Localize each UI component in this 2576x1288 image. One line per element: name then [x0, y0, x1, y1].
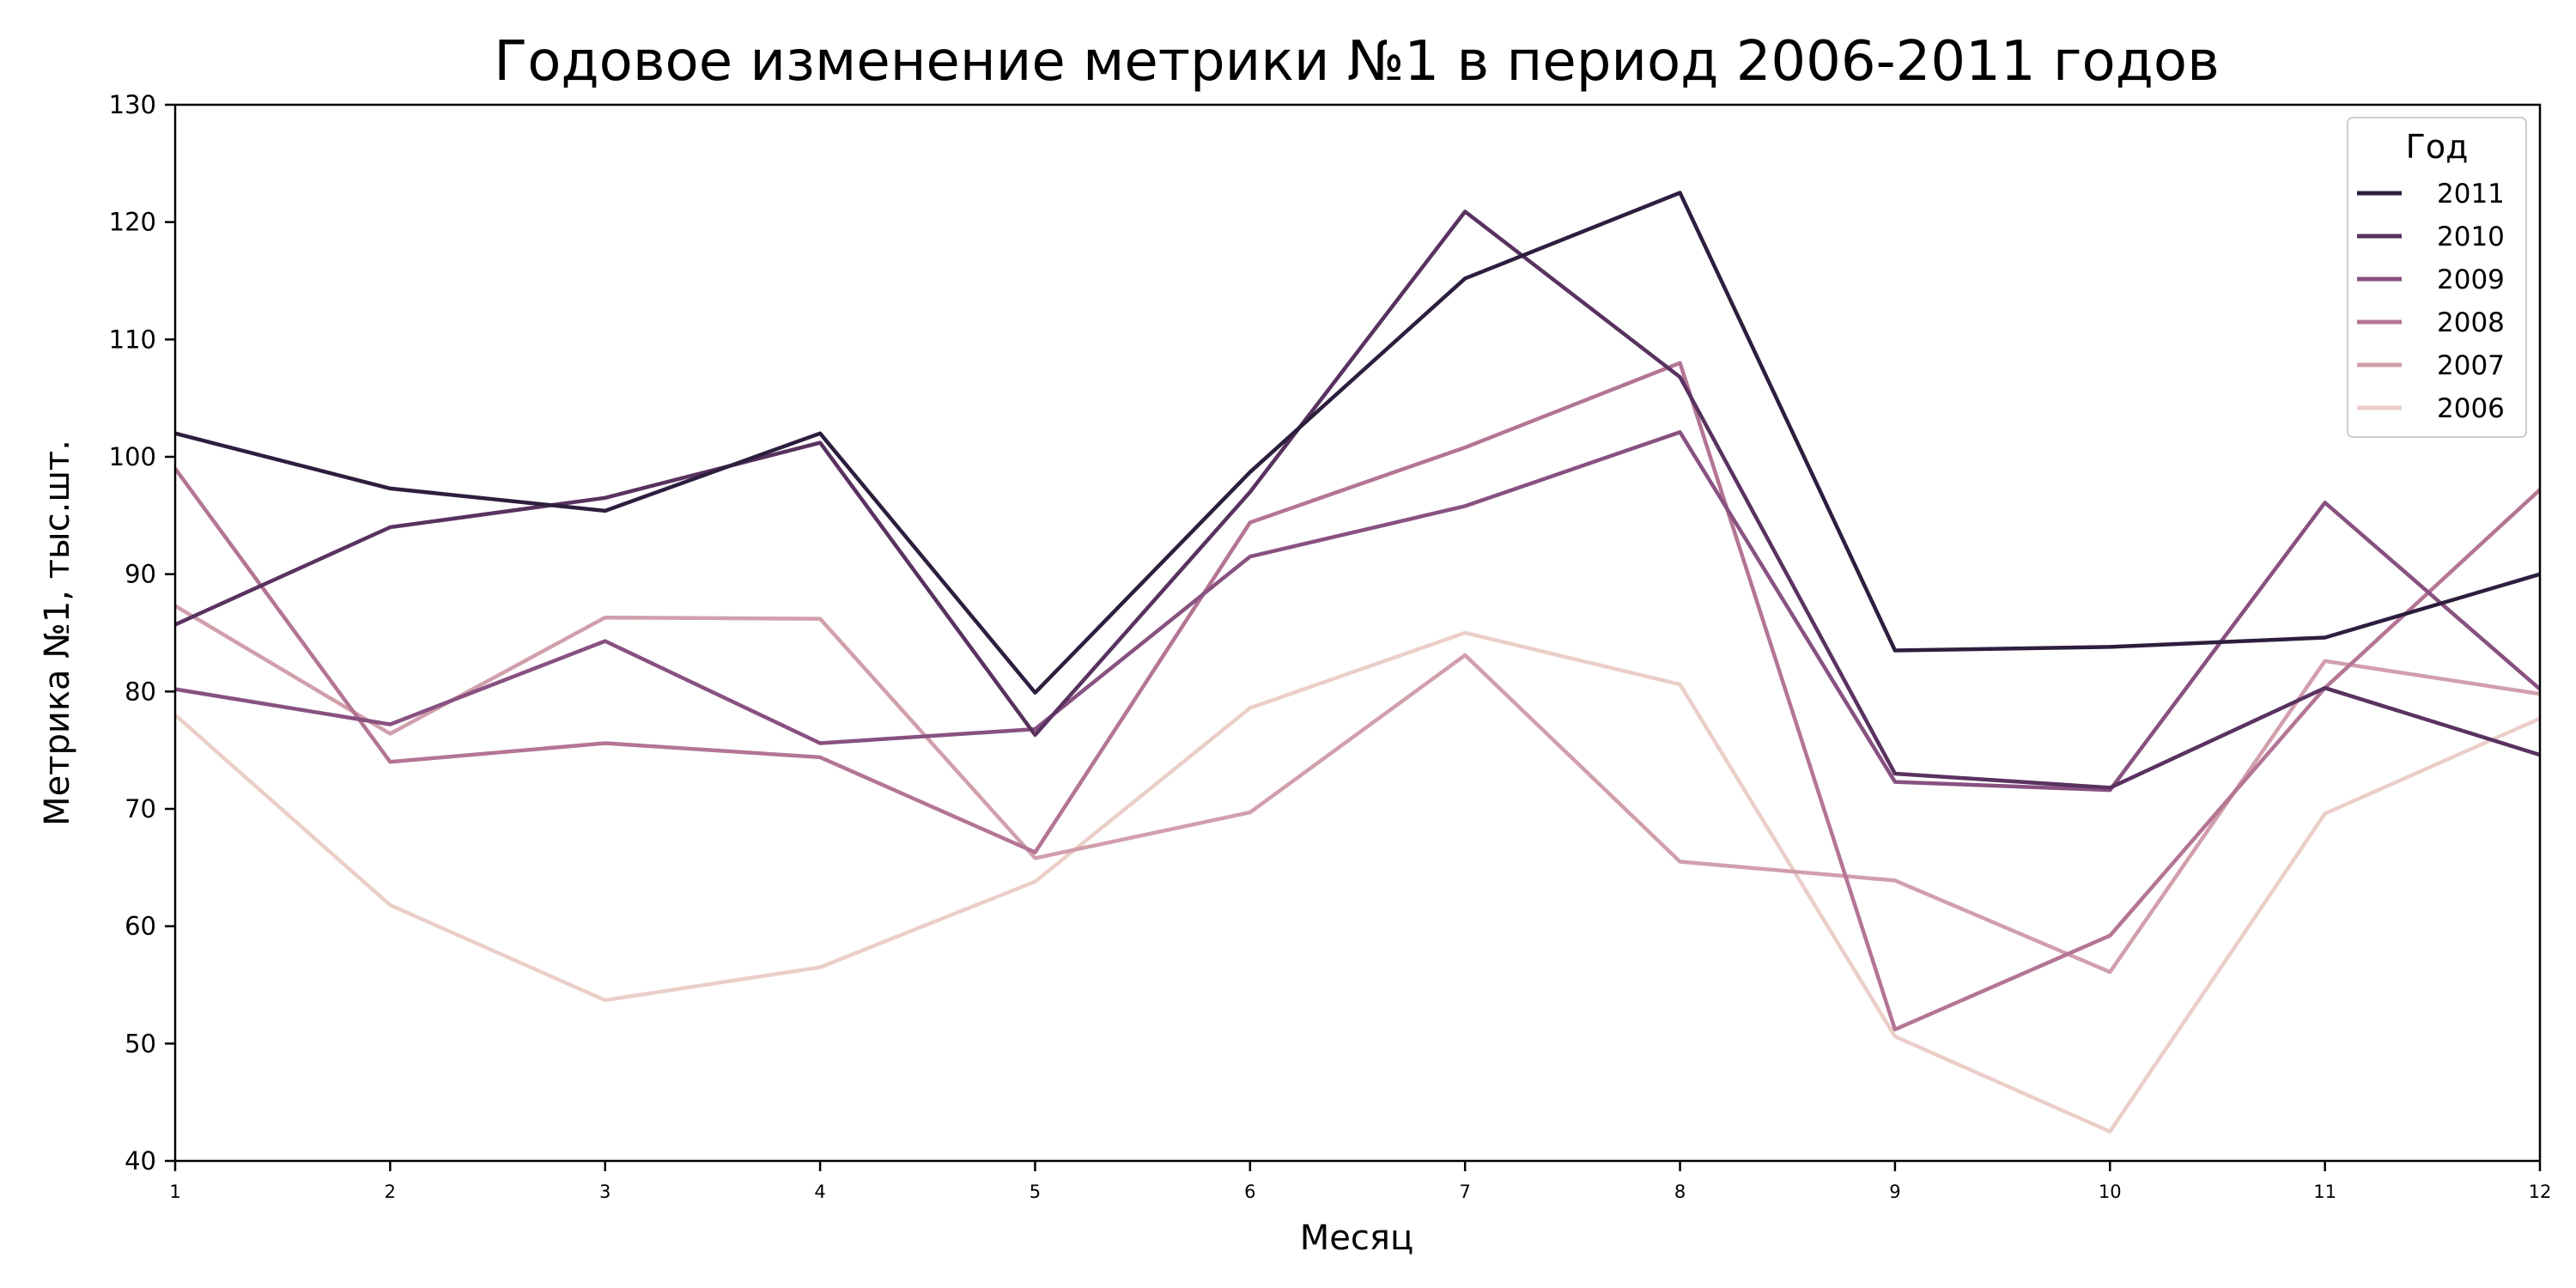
series-line-2010 [174, 210, 2541, 790]
series-line-2008 [173, 361, 2542, 1032]
x-tick-label: 1 [169, 1182, 180, 1202]
x-tick-label: 10 [2099, 1182, 2122, 1202]
legend-box [2347, 117, 2527, 438]
x-tick-label: 2 [385, 1182, 396, 1202]
x-tick-label: 8 [1674, 1182, 1686, 1202]
legend-label-2006: 2006 [2437, 393, 2505, 424]
y-tick-label: 60 [125, 912, 156, 941]
x-axis-ticks: 1 2 3 4 5 6 7 8 9 10 11 12 [169, 1161, 2551, 1202]
x-tick-label: 7 [1459, 1182, 1470, 1202]
y-tick-label: 120 [109, 208, 156, 237]
legend-label-2007: 2007 [2437, 350, 2505, 381]
series-lines [173, 191, 2542, 1134]
legend-title: Год [2406, 128, 2469, 166]
legend-label-2010: 2010 [2437, 222, 2505, 252]
legend-label-2008: 2008 [2437, 307, 2505, 338]
plot-frame [173, 103, 2542, 1163]
y-tick-label: 80 [125, 677, 156, 706]
series-line-2007 [173, 604, 2541, 975]
y-tick-label: 110 [109, 325, 156, 354]
y-tick-label: 70 [125, 794, 156, 823]
x-tick-label: 6 [1244, 1182, 1255, 1202]
legend: Год 2011 2010 2009 2008 2007 2006 [2347, 117, 2527, 438]
y-tick-label: 100 [109, 442, 156, 471]
series-line-2011 [174, 191, 2541, 695]
x-tick-label: 9 [1889, 1182, 1900, 1202]
x-tick-label: 12 [2529, 1182, 2552, 1202]
y-axis-label: Метрика №1, тыс.шт. [38, 440, 77, 826]
legend-entries: 2011 2010 2009 2008 2007 2006 [2357, 179, 2505, 424]
y-tick-label: 50 [125, 1029, 156, 1058]
y-tick-label: 40 [125, 1146, 156, 1176]
y-tick-label: 90 [125, 560, 156, 589]
series-line-2009 [174, 430, 2542, 793]
x-tick-label: 3 [599, 1182, 611, 1202]
legend-label-2009: 2009 [2437, 264, 2505, 295]
y-tick-label: 130 [109, 90, 156, 119]
series-line-2006 [173, 630, 2541, 1134]
x-tick-label: 4 [814, 1182, 825, 1202]
y-axis-ticks: 40 50 60 70 80 90 100 110 120 130 [109, 90, 175, 1176]
x-tick-label: 11 [2313, 1182, 2336, 1202]
chart-title: Годовое изменение метрики №1 в период 20… [494, 30, 2220, 94]
x-axis-label: Месяц [1300, 1218, 1413, 1258]
legend-label-2011: 2011 [2437, 179, 2505, 210]
x-tick-label: 5 [1030, 1182, 1041, 1202]
